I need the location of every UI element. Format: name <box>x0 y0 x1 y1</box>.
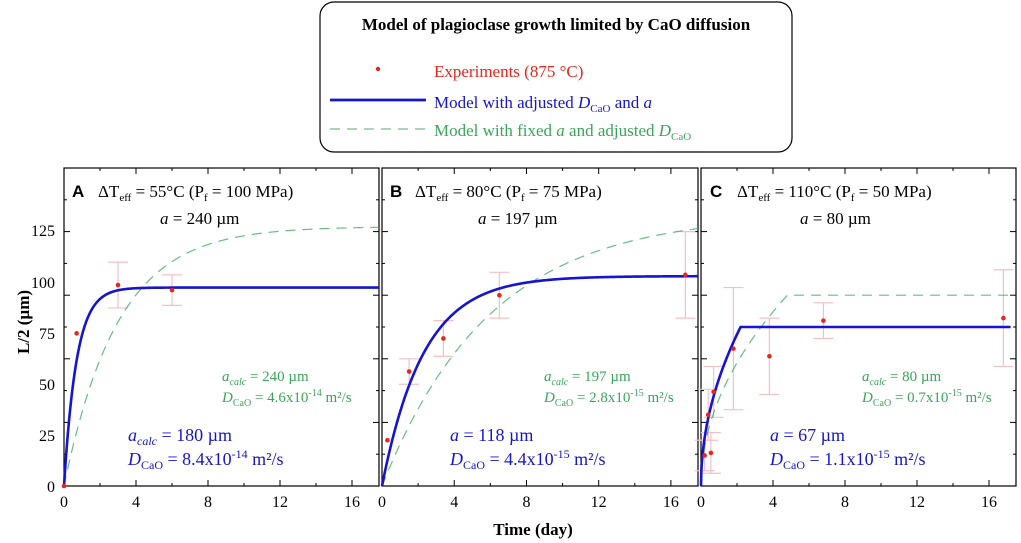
panel-a-model-adjusted-line <box>62 286 379 487</box>
y-axis-label: L/2 (µm) <box>14 290 33 354</box>
panel-a-conditions: ΔTeff = 55°C (Pf = 100 MPa) <box>98 182 293 204</box>
panel-c-model-adjusted-line <box>699 325 1011 487</box>
panel-a-x-tick-label: 4 <box>132 494 140 511</box>
panel-b-model-adjusted-line <box>380 274 699 487</box>
panel-c-conditions: ΔTeff = 110°C (Pf = 50 MPa) <box>737 182 932 204</box>
x-axis-label: Time (day) <box>493 520 573 539</box>
panel-a-x-tick-label: 12 <box>272 494 288 511</box>
panel-a-radius: a = 240 µm <box>160 209 239 228</box>
y-tick-label: 25 <box>39 428 55 445</box>
panel-c-fixed-d: DCaO = 0.7x10-15 m²/s <box>861 388 992 409</box>
panel-a-model-fixed-line <box>63 226 380 487</box>
panel-b-x-tick-label: 12 <box>591 494 607 511</box>
panel-c-experiment-point <box>821 318 826 323</box>
panel-letter: C <box>710 182 722 201</box>
legend-frame <box>319 1 793 153</box>
y-tick-label: 125 <box>31 223 55 240</box>
legend-model-fixed-label: Model with fixed a and adjusted DCaO <box>434 121 691 143</box>
panel-b-experiment-point <box>497 292 502 298</box>
panel-a-experiment-point <box>115 282 121 288</box>
y-tick-label: 0 <box>47 479 55 496</box>
legend-experiments-label: Experiments (875 °C) <box>434 62 583 81</box>
y-tick-label: 75 <box>39 326 55 343</box>
panel-b-x-tick-label: 8 <box>522 494 530 511</box>
panel-a-experiment-point <box>169 287 175 293</box>
panel-a-x-tick-label: 0 <box>60 494 68 511</box>
panel-a-experiment-point <box>74 331 79 336</box>
panel-b-x-tick-label: 4 <box>450 494 458 511</box>
panel-c-experiment-point <box>731 346 736 351</box>
panel-c-radius: a = 80 µm <box>800 209 871 228</box>
panel-b-radius: a = 197 µm <box>478 209 557 228</box>
panel-c-experiment-point <box>708 450 714 456</box>
y-tick-label: 100 <box>31 275 55 292</box>
legend-title: Model of plagioclase growth limited by C… <box>362 15 751 34</box>
panel-b-fixed-a: acalc = 197 µm <box>544 369 631 388</box>
panel-b-experiment-point <box>406 369 412 374</box>
panel-c-adjusted-a: a = 67 µm <box>770 425 845 445</box>
fixed-annotations: acalc = 240 µm DCaO = 4.6x10-14 m²/s aca… <box>221 369 992 409</box>
panel-c: 0 4 8 12 16 <box>694 167 1017 511</box>
legend: Model of plagioclase growth limited by C… <box>319 1 793 153</box>
panel-c-experiment-point <box>705 412 711 418</box>
panel-b-header: B ΔTeff = 80°C (Pf = 75 MPa) a = 197 µm <box>390 182 602 228</box>
panel-a-experiment-point <box>61 483 67 489</box>
panel-a-adjusted-d: DCaO = 8.4x10-14 m²/s <box>127 447 284 472</box>
panel-c-experiment-point <box>702 453 707 458</box>
panel-a: 0 4 8 12 16 <box>60 167 380 511</box>
panel-c-x-tick-label: 12 <box>909 494 925 511</box>
legend-model-adjusted-label: Model with adjusted DCaO and a <box>434 93 652 115</box>
y-tick-label: 50 <box>39 377 55 394</box>
y-tick-labels: 0 25 50 75 100 125 <box>31 223 55 496</box>
panel-b-model-fixed-line <box>381 227 699 487</box>
panel-c-header: C ΔTeff = 110°C (Pf = 50 MPa) a = 80 µm <box>710 182 932 228</box>
panel-b-x-tick-label: 16 <box>663 494 679 511</box>
panel-c-x-tick-label: 0 <box>697 494 705 511</box>
panel-b-conditions: ΔTeff = 80°C (Pf = 75 MPa) <box>415 182 602 204</box>
panel-b-fixed-d: DCaO = 2.8x10-15 m²/s <box>543 388 674 409</box>
panel-c-adjusted-d: DCaO = 1.1x10-15 m²/s <box>769 447 926 472</box>
panel-b-adjusted-d: DCaO = 4.4x10-15 m²/s <box>449 447 606 472</box>
panel-a-fixed-d: DCaO = 4.6x10-14 m²/s <box>221 388 352 409</box>
panel-b-experiment-point <box>441 336 446 341</box>
panel-c-model-fixed-line <box>700 294 1011 487</box>
panel-a-x-tick-label: 8 <box>204 494 212 511</box>
panel-c-fixed-a: acalc = 80 µm <box>862 369 942 388</box>
panel-a-adjusted-a: acalc = 180 µm <box>128 425 232 448</box>
panel-c-x-tick-label: 4 <box>769 494 777 511</box>
panel-b-x-tick-label: 0 <box>378 494 386 511</box>
panel-b-adjusted-a: a = 118 µm <box>450 425 533 445</box>
panel-b: 0 4 8 12 16 <box>378 167 699 511</box>
panel-c-experiment-point <box>1001 315 1006 321</box>
panel-c-x-tick-label: 16 <box>981 494 997 511</box>
panel-a-header: A ΔTeff = 55°C (Pf = 100 MPa) a = 240 µm <box>72 182 293 228</box>
panel-a-x-tick-label: 16 <box>344 494 360 511</box>
panel-letter: B <box>390 182 402 201</box>
legend-experiment-marker <box>375 66 381 72</box>
panel-b-experiment-point <box>683 272 688 278</box>
panel-c-x-tick-label: 8 <box>841 494 849 511</box>
panel-letter: A <box>72 182 84 201</box>
adjusted-annotations: acalc = 180 µm DCaO = 8.4x10-14 m²/s a =… <box>127 425 926 472</box>
panel-b-experiment-point <box>385 437 390 443</box>
panel-c-experiment-point <box>711 389 716 395</box>
panel-a-fixed-a: acalc = 240 µm <box>222 369 309 388</box>
panel-c-experiment-point <box>767 353 772 359</box>
